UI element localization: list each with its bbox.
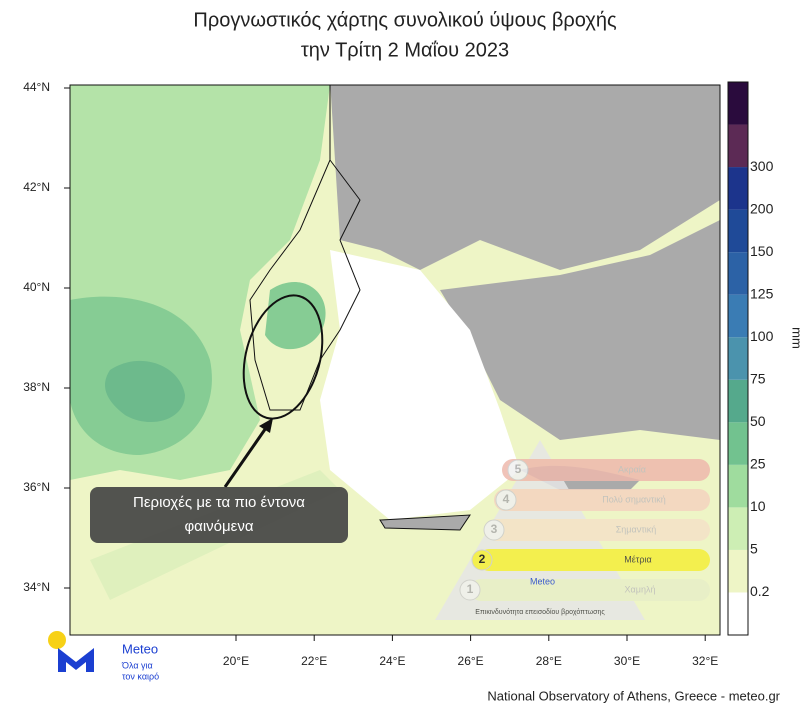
- lon-label: 26°E: [458, 654, 484, 668]
- colorbar-segment: [728, 294, 748, 338]
- risk-level-badge: [507, 459, 529, 481]
- risk-level: 5: [515, 462, 522, 476]
- risk-level-badge: [459, 579, 481, 601]
- annotation-text: Περιοχές με τα πιο έντονα: [133, 494, 305, 511]
- colorbar-label: 150: [750, 243, 774, 259]
- risk-label: Χαμηλή: [625, 584, 656, 594]
- risk-label: Σημαντική: [616, 524, 657, 534]
- risk-bar: [470, 579, 710, 601]
- colorbar-segment: [728, 549, 748, 593]
- colorbar-label: 10: [750, 498, 766, 514]
- colorbar-label: 300: [750, 158, 774, 174]
- risk-label: Μέτρια: [624, 554, 651, 564]
- risk-level: 3: [491, 522, 498, 536]
- highlight-ellipse: [242, 294, 324, 420]
- lon-label: 22°E: [301, 654, 327, 668]
- risk-pyramid: 1 Χαμηλή 2 Μέτρια 3 Σημαντική 4 Πολύ σημαντική 5…: [435, 440, 710, 620]
- logo-tagline: τον καιρό: [122, 671, 159, 681]
- risk-bar: [502, 459, 710, 481]
- lon-label: 24°E: [379, 654, 405, 668]
- lon-label: 30°E: [614, 654, 640, 668]
- arrow-head: [259, 418, 273, 433]
- island: [379, 514, 471, 531]
- colorbar-label: 125: [750, 285, 774, 301]
- logo-tagline: Όλα για: [121, 660, 153, 670]
- colorbar-segment: [728, 422, 748, 465]
- land: [330, 85, 720, 270]
- colorbar-segment: [728, 507, 748, 550]
- colorbar-label: 50: [750, 413, 766, 429]
- title-line: Προγνωστικός χάρτης συνολικού ύψους βροχ…: [193, 9, 617, 31]
- risk-level: 1: [467, 582, 474, 596]
- colorbar-segment: [728, 167, 748, 210]
- colorbar-segment: [728, 592, 748, 635]
- sea: [320, 250, 520, 520]
- colorbar-segment: [728, 379, 748, 423]
- colorbar-frame: [727, 81, 749, 636]
- colorbar-label: 100: [750, 328, 774, 344]
- colorbar-unit: mm: [790, 327, 805, 349]
- colorbar-label: 25: [750, 456, 766, 472]
- lat-label: 44°N: [23, 80, 50, 94]
- risk-level-badge: [495, 489, 517, 511]
- lat-label: 36°N: [23, 480, 50, 494]
- colorbar-segment: [728, 252, 748, 295]
- risk-label: Πολύ σημαντική: [602, 494, 666, 504]
- risk-level-badge: [471, 549, 493, 571]
- title-line: την Τρίτη 2 Μαΐου 2023: [301, 39, 509, 61]
- colorbar: 0.2 5 10 25 50 75 100 125 150 200 300 mm: [727, 81, 805, 636]
- map-frame: [69, 84, 721, 636]
- colorbar-segment: [728, 337, 748, 380]
- risk-label: Ακραία: [618, 464, 646, 474]
- rain-area: [105, 360, 185, 423]
- lon-label: 32°E: [692, 654, 718, 668]
- risk-level: 4: [503, 492, 510, 506]
- lon-label: 20°E: [223, 654, 249, 668]
- lon-label: 28°E: [536, 654, 562, 668]
- colorbar-segment: [728, 82, 748, 125]
- risk-bar: [494, 489, 710, 511]
- credit: National Observatory of Athens, Greece -…: [487, 688, 780, 703]
- colorbar-segment: [728, 209, 748, 253]
- colorbar-label: 5: [750, 541, 758, 557]
- risk-caption: Επικινδυνότητα επεισοδίου βροχόπτωσης: [475, 608, 605, 616]
- colorbar-segment: [728, 464, 748, 508]
- risk-brand: Meteo: [530, 576, 555, 586]
- colorbar-label: 75: [750, 370, 766, 386]
- risk-bar: [478, 549, 710, 571]
- colorbar-label: 200: [750, 200, 774, 216]
- map: Περιοχές με τα πιο έντονα φαινόμενα 1 Χαμ…: [70, 85, 720, 635]
- logo: Meteo Όλα για τον καιρό: [48, 631, 159, 681]
- risk-level: 2: [479, 552, 486, 566]
- lat-label: 34°N: [23, 580, 50, 594]
- coastline: [249, 85, 361, 411]
- colorbar-label: 0.2: [750, 583, 770, 599]
- risk-bar: [486, 519, 710, 541]
- logo-name: Meteo: [122, 641, 158, 656]
- annotation-text: φαινόμενα: [184, 518, 253, 535]
- logo-m: [58, 648, 94, 672]
- annotation-box: [90, 487, 348, 543]
- lat-label: 38°N: [23, 380, 50, 394]
- lat-label: 42°N: [23, 180, 50, 194]
- arrow: [223, 424, 270, 488]
- land: [440, 220, 720, 440]
- lat-label: 40°N: [23, 280, 50, 294]
- colorbar-segment: [728, 124, 748, 168]
- risk-level-badge: [483, 519, 505, 541]
- logo-sun: [48, 631, 66, 649]
